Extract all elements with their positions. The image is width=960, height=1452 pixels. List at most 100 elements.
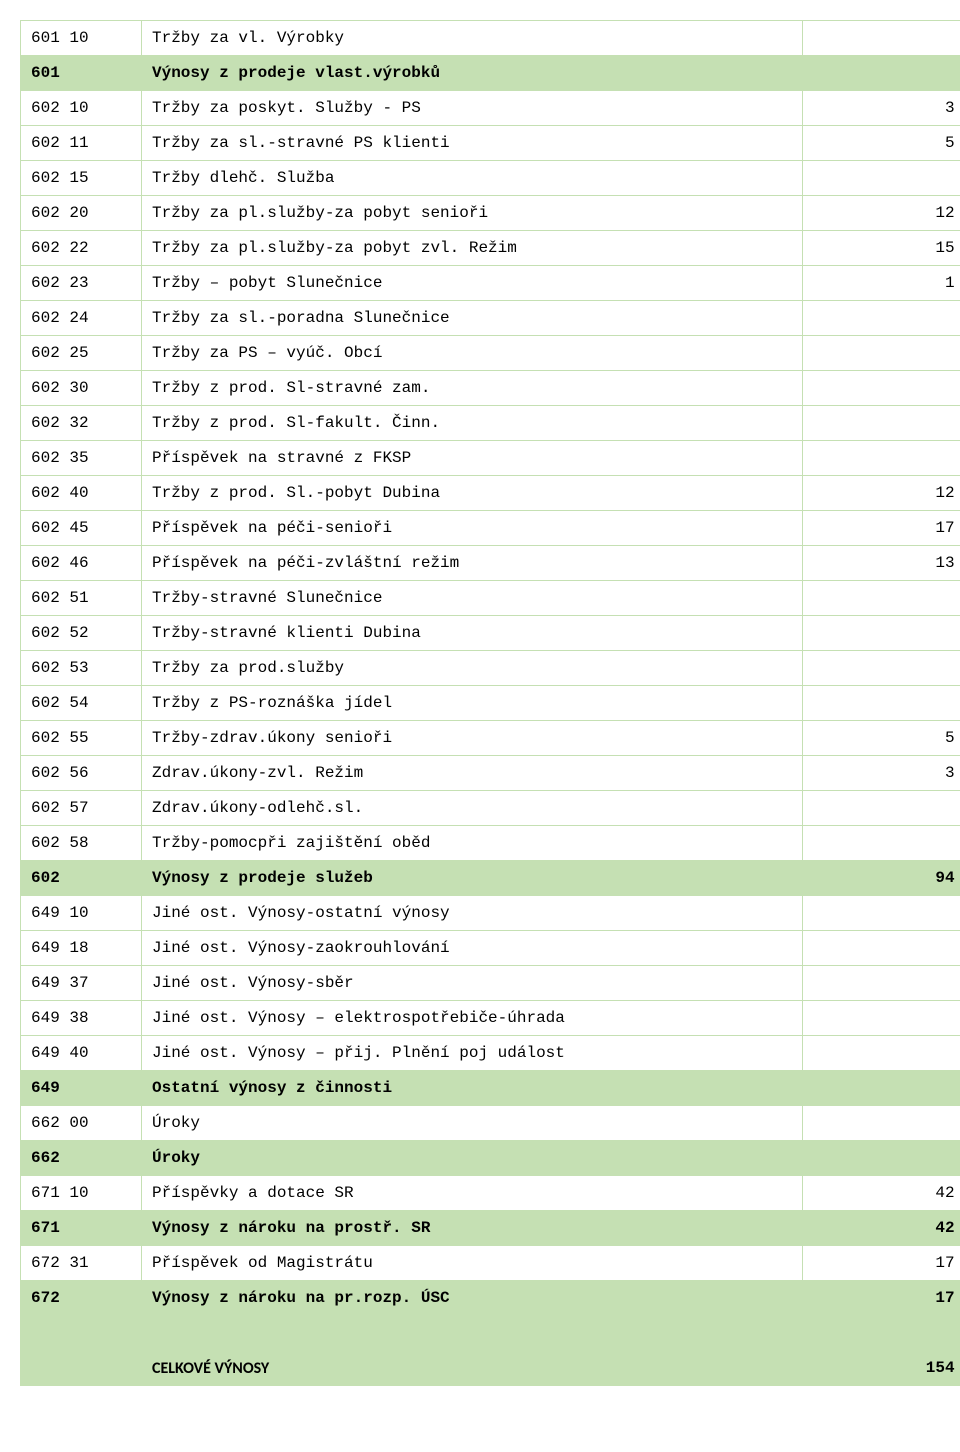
table-row: 601 10Tržby za vl. Výrobky30 bbox=[21, 21, 960, 56]
account-value: 1 862 bbox=[803, 266, 960, 301]
table-row: 602 23Tržby – pobyt Slunečnice1 862 bbox=[21, 266, 960, 301]
table-row: 649 38Jiné ost. Výnosy – elektrospotřebi… bbox=[21, 1001, 960, 1036]
account-value: 17 080 bbox=[803, 511, 960, 546]
account-description: Příspěvek od Magistrátu bbox=[142, 1246, 803, 1281]
table-row: 649Ostatní výnosy z činnosti32 bbox=[21, 1071, 960, 1106]
account-code: 602 40 bbox=[21, 476, 142, 511]
account-code: 602 23 bbox=[21, 266, 142, 301]
account-value: 0 bbox=[803, 616, 960, 651]
account-value: 30 bbox=[803, 56, 960, 91]
account-description: Zdrav.úkony-odlehč.sl. bbox=[142, 791, 803, 826]
table-row: CELKOVÉ VÝNOSY154 613 bbox=[21, 1351, 960, 1386]
account-value: 3 186 bbox=[803, 91, 960, 126]
account-value: 927 bbox=[803, 406, 960, 441]
account-code: 649 37 bbox=[21, 966, 142, 1001]
account-description: Příspěvek na péči-senioři bbox=[142, 511, 803, 546]
account-code bbox=[21, 1351, 142, 1386]
table-row: 672Výnosy z nároku na pr.rozp. ÚSC17 000 bbox=[21, 1281, 960, 1316]
account-code: 649 18 bbox=[21, 931, 142, 966]
account-code: 602 46 bbox=[21, 546, 142, 581]
account-value: 0 bbox=[803, 931, 960, 966]
account-code: 602 54 bbox=[21, 686, 142, 721]
account-code: 602 bbox=[21, 861, 142, 896]
table-row: 649 40Jiné ost. Výnosy – přij. Plnění po… bbox=[21, 1036, 960, 1071]
table-row: 602Výnosy z prodeje služeb94 594 bbox=[21, 861, 960, 896]
account-value: 13 520 bbox=[803, 546, 960, 581]
account-value: 154 613 bbox=[803, 1351, 960, 1386]
account-code: 671 bbox=[21, 1211, 142, 1246]
account-description: Jiné ost. Výnosy – elektrospotřebiče-úhr… bbox=[142, 1001, 803, 1036]
account-value: 175 bbox=[803, 1106, 960, 1141]
account-description: Tržby za PS – vyúč. Obcí bbox=[142, 336, 803, 371]
account-description: Tržby-stravné Slunečnice bbox=[142, 581, 803, 616]
account-value: 32 bbox=[803, 1071, 960, 1106]
financial-table: 601 10Tržby za vl. Výrobky30601Výnosy z … bbox=[20, 20, 960, 1386]
account-value: 3 400 bbox=[803, 756, 960, 791]
account-description: Tržby za vl. Výrobky bbox=[142, 21, 803, 56]
account-value: 3 bbox=[803, 966, 960, 1001]
account-description: Tržby za prod.služby bbox=[142, 651, 803, 686]
account-code: 602 15 bbox=[21, 161, 142, 196]
account-value: 42 783 bbox=[803, 1176, 960, 1211]
table-row: 602 58Tržby-pomocpři zajištění oběd800 bbox=[21, 826, 960, 861]
account-description: Jiné ost. Výnosy-ostatní výnosy bbox=[142, 896, 803, 931]
account-description: Tržby za sl.-stravné PS klienti bbox=[142, 126, 803, 161]
table-row: 649 18Jiné ost. Výnosy-zaokrouhlování0 bbox=[21, 931, 960, 966]
account-description: Výnosy z prodeje služeb bbox=[142, 861, 803, 896]
account-value: 800 bbox=[803, 826, 960, 861]
account-description: Tržby dlehč. Služba bbox=[142, 161, 803, 196]
account-description: Zdrav.úkony-zvl. Režim bbox=[142, 756, 803, 791]
table-row: 602 57Zdrav.úkony-odlehč.sl.0 bbox=[21, 791, 960, 826]
account-description: Tržby z prod. Sl.-pobyt Dubina bbox=[142, 476, 803, 511]
account-description: Tržby-pomocpři zajištění oběd bbox=[142, 826, 803, 861]
table-row: 602 40Tržby z prod. Sl.-pobyt Dubina12 0… bbox=[21, 476, 960, 511]
account-description: Výnosy z nároku na prostř. SR bbox=[142, 1211, 803, 1246]
table-row: 602 30Tržby z prod. Sl-stravné zam.866 bbox=[21, 371, 960, 406]
account-code: 662 bbox=[21, 1141, 142, 1176]
table-row: 602 52Tržby-stravné klienti Dubina0 bbox=[21, 616, 960, 651]
table-row: 602 15Tržby dlehč. Služba0 bbox=[21, 161, 960, 196]
table-row: 602 35Příspěvek na stravné z FKSP311 bbox=[21, 441, 960, 476]
account-value: 0 bbox=[803, 1001, 960, 1036]
account-code: 602 57 bbox=[21, 791, 142, 826]
account-description: Úroky bbox=[142, 1141, 803, 1176]
account-code: 602 30 bbox=[21, 371, 142, 406]
account-value: 12 021 bbox=[803, 476, 960, 511]
account-value: 0 bbox=[803, 161, 960, 196]
account-code: 602 58 bbox=[21, 826, 142, 861]
account-description: Tržby za poskyt. Služby - PS bbox=[142, 91, 803, 126]
account-code: 602 51 bbox=[21, 581, 142, 616]
account-value: 51 bbox=[803, 651, 960, 686]
account-code: 601 10 bbox=[21, 21, 142, 56]
account-code: 602 25 bbox=[21, 336, 142, 371]
account-description: Jiné ost. Výnosy-zaokrouhlování bbox=[142, 931, 803, 966]
account-value: 0 bbox=[803, 301, 960, 336]
account-code: 672 bbox=[21, 1281, 142, 1316]
account-value: 0 bbox=[803, 1036, 960, 1071]
table-row: 602 25Tržby za PS – vyúč. Obcí319 bbox=[21, 336, 960, 371]
table-row: 602 24Tržby za sl.-poradna Slunečnice0 bbox=[21, 301, 960, 336]
account-code: 649 40 bbox=[21, 1036, 142, 1071]
table-row bbox=[21, 1316, 960, 1351]
account-code: 602 53 bbox=[21, 651, 142, 686]
account-value: 15 500 bbox=[803, 231, 960, 266]
table-row: 602 56Zdrav.úkony-zvl. Režim3 400 bbox=[21, 756, 960, 791]
account-value: 29 bbox=[803, 896, 960, 931]
table-row: 602 53Tržby za prod.služby51 bbox=[21, 651, 960, 686]
table-row: 671Výnosy z nároku na prostř. SR42 783 bbox=[21, 1211, 960, 1246]
table-row: 662Úroky175 bbox=[21, 1141, 960, 1176]
account-code: 662 00 bbox=[21, 1106, 142, 1141]
table-row: 602 20Tržby za pl.služby-za pobyt senioř… bbox=[21, 196, 960, 231]
account-code: 602 35 bbox=[21, 441, 142, 476]
account-code: 649 10 bbox=[21, 896, 142, 931]
account-code: 671 10 bbox=[21, 1176, 142, 1211]
account-description: Jiné ost. Výnosy – přij. Plnění poj udál… bbox=[142, 1036, 803, 1071]
account-code: 602 55 bbox=[21, 721, 142, 756]
account-code: 672 31 bbox=[21, 1246, 142, 1281]
account-description: Tržby-stravné klienti Dubina bbox=[142, 616, 803, 651]
table-row: 602 55Tržby-zdrav.úkony senioři5 864 bbox=[21, 721, 960, 756]
account-description: Jiné ost. Výnosy-sběr bbox=[142, 966, 803, 1001]
account-value: 12 070 bbox=[803, 196, 960, 231]
table-row: 602 45Příspěvek na péči-senioři17 080 bbox=[21, 511, 960, 546]
account-value: 17 000 bbox=[803, 1246, 960, 1281]
